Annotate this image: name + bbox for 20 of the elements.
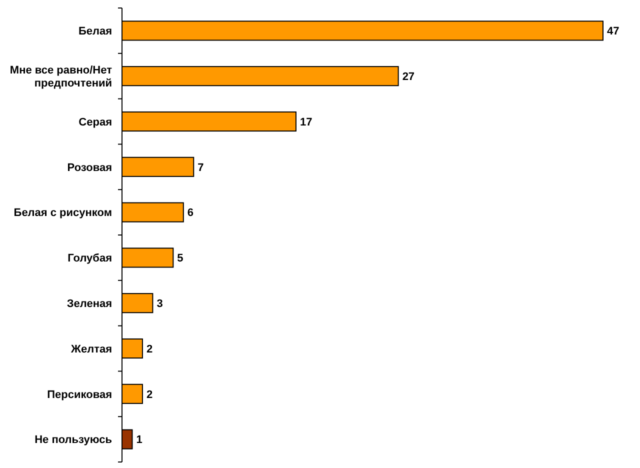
- data-label: 2: [146, 388, 153, 401]
- y-tick-label: Белая с рисунком: [14, 207, 112, 220]
- data-label: 1: [136, 434, 142, 446]
- data-label: 6: [187, 207, 194, 220]
- y-tick-label: Мне все равно/Нет предпочтений: [10, 64, 113, 90]
- y-tick-label: Голубая: [68, 252, 112, 265]
- y-tick-label: Персиковая: [47, 388, 112, 401]
- data-label: 5: [177, 252, 184, 265]
- data-label: 2: [146, 343, 153, 356]
- y-tick-label: Белая: [78, 26, 112, 38]
- data-label: 47: [607, 26, 620, 38]
- y-tick-label: Розовая: [67, 162, 112, 174]
- y-tick-label: Не пользуюсь: [34, 434, 112, 446]
- y-tick-label: Серая: [78, 116, 112, 128]
- data-label: 27: [402, 70, 415, 83]
- data-label: 3: [156, 298, 163, 310]
- y-tick-label: Зеленая: [66, 298, 112, 310]
- y-tick-label: Желтая: [70, 343, 112, 356]
- data-label: 7: [198, 162, 204, 174]
- data-label: 17: [300, 116, 312, 128]
